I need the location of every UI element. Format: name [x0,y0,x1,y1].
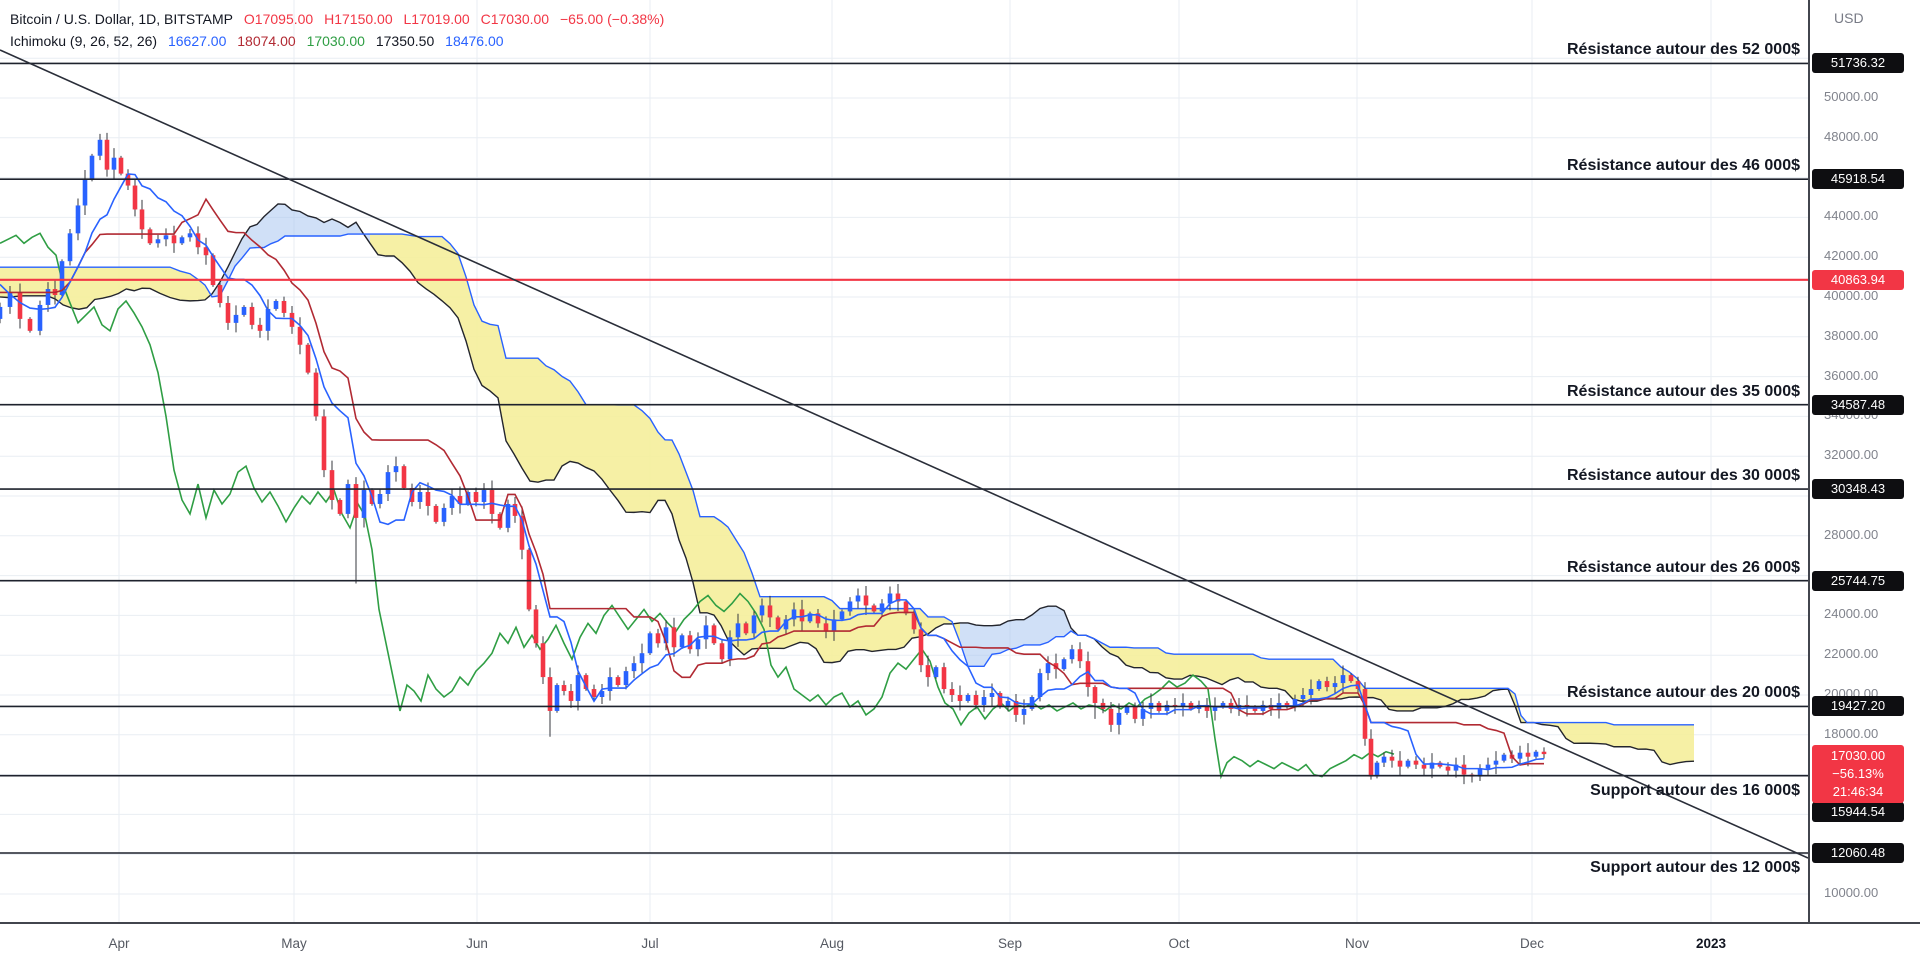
sr-annotation-label[interactable]: Résistance autour des 20 000$ [1566,684,1800,702]
month-label: Sep [997,936,1023,951]
last-price-badge: 17030.00 −56.13% 21:46:34 [1812,745,1904,804]
low-value: L17019.00 [403,11,470,27]
year-label: 2023 [1695,936,1727,951]
symbol-row[interactable]: Bitcoin / U.S. Dollar, 1D, BITSTAMP O170… [10,8,671,30]
month-label: May [281,936,307,951]
high-value: H17150.00 [324,11,393,27]
time-axis[interactable]: Apr May Jun Jul Aug Sep Oct Nov Dec 2023 [0,922,1920,963]
ichimoku-base-value: 18074.00 [237,33,296,49]
price-tick: 42000.00 [1824,248,1879,264]
sr-annotation-label[interactable]: Support autour des 12 000$ [1590,858,1800,876]
indicator-row[interactable]: Ichimoku (9, 26, 52, 26) 16627.00 18074.… [10,30,671,52]
month-label: Nov [1344,936,1370,951]
price-axis[interactable]: USD 50000.00 48000.00 44000.00 42000.00 4000… [1808,0,1920,922]
indicator-title[interactable]: Ichimoku (9, 26, 52, 26) [10,33,158,49]
month-label: Aug [819,936,845,951]
price-tick: 50000.00 [1824,89,1879,104]
close-value: C17030.00 [480,11,550,27]
price-tick: 44000.00 [1824,208,1879,224]
price-tick: 36000.00 [1824,367,1879,383]
bar-countdown-timer: 21:46:34 [1832,784,1884,800]
price-tick: 18000.00 [1824,725,1879,741]
price-tick: 48000.00 [1824,128,1879,144]
month-label: Jul [641,936,659,951]
price-tick: 28000.00 [1824,526,1879,542]
month-label: Jun [466,936,488,951]
price-level-badge: 34587.48 [1812,394,1904,415]
ichimoku-lead2-value: 18476.00 [445,33,504,49]
price-level-badge: 12060.48 [1812,842,1904,863]
plot-layer [0,0,1808,922]
change-percent-value: −56.13% [1832,766,1884,782]
ichimoku-lagging-value: 17030.00 [306,33,365,49]
month-label: Oct [1168,936,1190,951]
alert-price-badge: 40863.94 [1812,269,1904,290]
price-tick: 32000.00 [1824,447,1879,463]
price-level-badge: 51736.32 [1812,53,1904,74]
price-level-badge: 15944.54 [1812,801,1904,822]
last-price-value: 17030.00 [1830,748,1886,764]
price-tick: 40000.00 [1824,288,1879,303]
price-tick: 10000.00 [1824,885,1879,900]
chart-legend: Bitcoin / U.S. Dollar, 1D, BITSTAMP O170… [10,8,671,52]
sr-annotation-label[interactable]: Support autour des 16 000$ [1590,781,1800,799]
ichimoku-conversion-value: 16627.00 [167,33,227,49]
price-level-badge: 19427.20 [1812,696,1904,717]
price-tick: 38000.00 [1824,327,1879,343]
gridlines [0,0,1808,922]
ohlc-values: O17095.00 H17150.00 L17019.00 C17030.00 … [244,11,671,27]
sr-annotation-label[interactable]: Résistance autour des 26 000$ [1566,558,1800,576]
month-label: Apr [108,936,130,951]
sr-annotation-label[interactable]: Résistance autour des 35 000$ [1566,382,1800,400]
price-level-badge: 45918.54 [1812,169,1904,190]
price-level-badge: 30348.43 [1812,479,1904,500]
chikou-line [0,232,1395,780]
change-value: −65.00 (−0.38%) [560,11,665,27]
price-tick: 22000.00 [1824,646,1879,662]
sr-annotation-label[interactable]: Résistance autour des 52 000$ [1566,41,1800,59]
currency-label: USD [1834,10,1864,26]
sr-annotation-label[interactable]: Résistance autour des 30 000$ [1566,467,1800,485]
symbol-title[interactable]: Bitcoin / U.S. Dollar, 1D, BITSTAMP [10,11,234,27]
month-label: Dec [1519,936,1545,951]
senkou-a-line [0,203,1695,766]
kijun-line [0,197,1544,766]
senkou-b-line [0,233,1694,726]
ichimoku-cloud [0,203,1694,765]
trendline [0,49,1808,859]
ichimoku-lead1-value: 17350.50 [375,33,435,49]
price-tick: 24000.00 [1824,606,1879,622]
open-value: O17095.00 [243,11,314,27]
sr-annotation-label[interactable]: Résistance autour des 46 000$ [1566,157,1800,175]
price-level-badge: 25744.75 [1812,570,1904,591]
